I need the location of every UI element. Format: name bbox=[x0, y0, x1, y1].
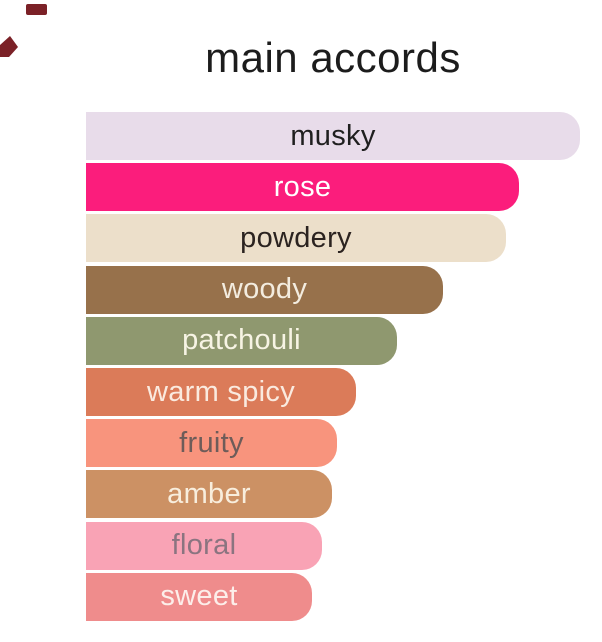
accord-bar-powdery: powdery bbox=[86, 214, 506, 263]
accord-label: amber bbox=[167, 477, 251, 510]
accord-label: floral bbox=[171, 529, 237, 562]
accord-bar-fruity: fruity bbox=[86, 419, 337, 468]
chart-title: main accords bbox=[205, 34, 461, 81]
accord-label: rose bbox=[273, 170, 332, 203]
corner-marks bbox=[0, 4, 47, 57]
accord-bar-musky: musky bbox=[86, 112, 580, 160]
accord-label: warm spicy bbox=[146, 375, 295, 408]
corner-dash-mark bbox=[26, 4, 47, 15]
accord-bar-rose: rose bbox=[86, 163, 519, 212]
accord-label: powdery bbox=[240, 221, 352, 254]
accord-bar-patchouli: patchouli bbox=[86, 316, 397, 365]
accord-label: patchouli bbox=[182, 324, 301, 357]
accord-label: musky bbox=[290, 119, 376, 152]
accord-label: fruity bbox=[179, 426, 244, 459]
accord-label: sweet bbox=[160, 580, 238, 613]
accord-bar-woody: woody bbox=[86, 265, 443, 314]
accord-bar-amber: amber bbox=[86, 470, 332, 519]
corner-angle-mark bbox=[0, 36, 18, 57]
accord-bar-floral: floral bbox=[86, 521, 322, 570]
accord-bar-warm-spicy: warm spicy bbox=[86, 368, 356, 416]
accord-bar-sweet: sweet bbox=[86, 572, 312, 621]
accord-label: woody bbox=[221, 273, 308, 306]
